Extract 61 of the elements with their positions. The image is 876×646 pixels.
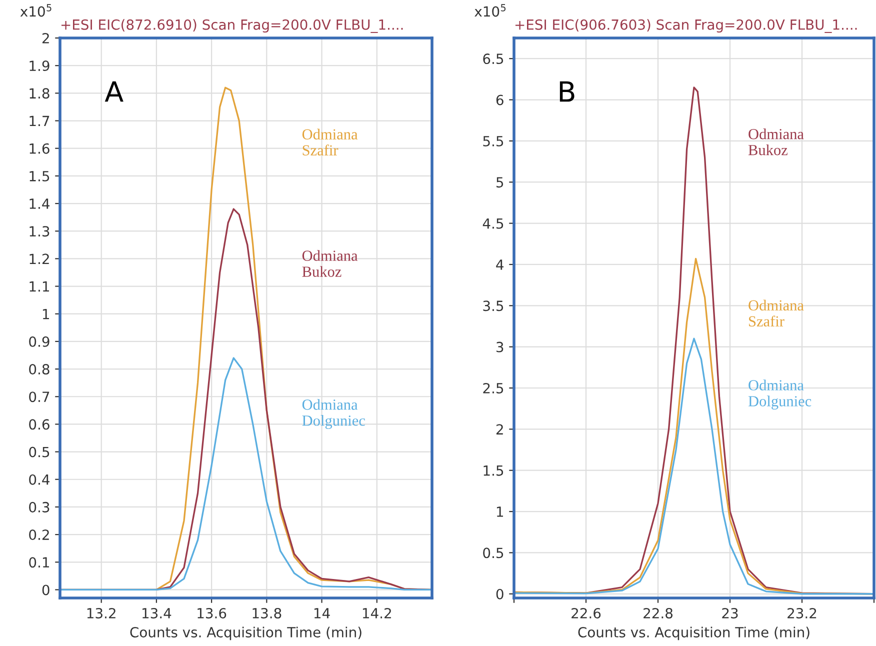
x-tick-label: 14 <box>314 608 330 618</box>
y-tick-label: 0.4 <box>29 474 50 485</box>
y-tick-label: 2 <box>42 32 49 44</box>
x-tick-label: 13.8 <box>252 608 282 618</box>
text: Odmiana Bukoz <box>302 250 358 277</box>
annotation: A <box>104 81 124 102</box>
y-axis-title: x10$^{5}$ <box>20 4 52 17</box>
y-tick-label: 4.5 <box>482 218 504 229</box>
x-tick-label: 23.2 <box>788 608 816 618</box>
y-tick-label: 6 <box>496 94 504 106</box>
y-tick-label: 3 <box>496 342 504 352</box>
y-tick-label: 0.6 <box>29 419 50 430</box>
y-tick-label: 0.8 <box>29 364 50 375</box>
text: Odmiana Bukoz <box>748 128 804 156</box>
y-tick-label: 1.5 <box>30 171 50 182</box>
annotation: B <box>560 81 574 102</box>
line-series <box>514 338 874 595</box>
chart-title: +ESI EIC(906.7603) Scan Frag=200.0V FLBU_1.... <box>515 19 857 33</box>
y-tick-label: 4 <box>496 260 504 270</box>
y-tick-label: 2.5 <box>483 382 504 394</box>
x-tick-label: 14.2 <box>362 608 391 618</box>
y-axis-title: x10$^{5}$ <box>474 4 506 17</box>
x-tick-label: 13.4 <box>142 608 172 618</box>
y-tick-label: 0.9 <box>29 336 50 347</box>
y-tick-label: 1.4 <box>30 198 50 209</box>
line-series <box>60 357 432 591</box>
x-tick-label: 13.6 <box>198 608 226 618</box>
x-axis-title: Counts vs. Acquisition Time (min) <box>578 626 810 640</box>
y-tick-label: 1.5 <box>484 466 504 476</box>
text: Odmiana Dolguniec <box>302 399 365 429</box>
y-tick-label: 0 <box>496 588 504 600</box>
y-tick-label: 1.2 <box>30 254 49 264</box>
y-tick-label: 0.7 <box>29 392 50 402</box>
y-tick-label: 1 <box>42 309 49 320</box>
y-tick-label: 3.5 <box>483 300 504 312</box>
text: Odmiana Szafir <box>302 128 358 156</box>
x-axis-title: Counts vs. Acquisition Time (min) <box>130 626 362 640</box>
y-tick-label: 0 <box>42 584 50 596</box>
text: Odmiana Dolguniec <box>748 380 812 410</box>
x-tick-label: 22.8 <box>644 608 673 618</box>
y-tick-label: 1.8 <box>30 88 50 99</box>
y-tick-label: 0.5 <box>483 548 504 558</box>
y-tick-label: 1 <box>496 506 503 517</box>
y-tick-label: 1.6 <box>30 143 50 154</box>
y-tick-label: 6.5 <box>483 54 504 64</box>
chart-title: +ESI EIC(872.6910) Scan Frag=200.0V FLBU_1.... <box>61 19 403 33</box>
y-tick-label: 0.1 <box>29 557 49 568</box>
y-tick-label: 1.3 <box>30 226 50 237</box>
text: Odmiana Szafir <box>748 300 804 327</box>
y-tick-label: 1.1 <box>30 281 49 292</box>
y-tick-label: 5 <box>496 177 504 188</box>
y-tick-label: 0.3 <box>29 502 50 512</box>
y-tick-label: 5.5 <box>483 136 504 146</box>
y-tick-label: 1.9 <box>30 60 50 72</box>
x-tick-label: 13.2 <box>87 608 116 618</box>
y-tick-label: 0.2 <box>29 530 49 540</box>
x-tick-label: 22.6 <box>572 608 601 618</box>
x-tick-label: 23 <box>722 608 738 618</box>
y-tick-label: 2 <box>496 424 503 434</box>
y-tick-label: 1.7 <box>30 116 50 126</box>
y-tick-label: 0.5 <box>29 446 50 458</box>
